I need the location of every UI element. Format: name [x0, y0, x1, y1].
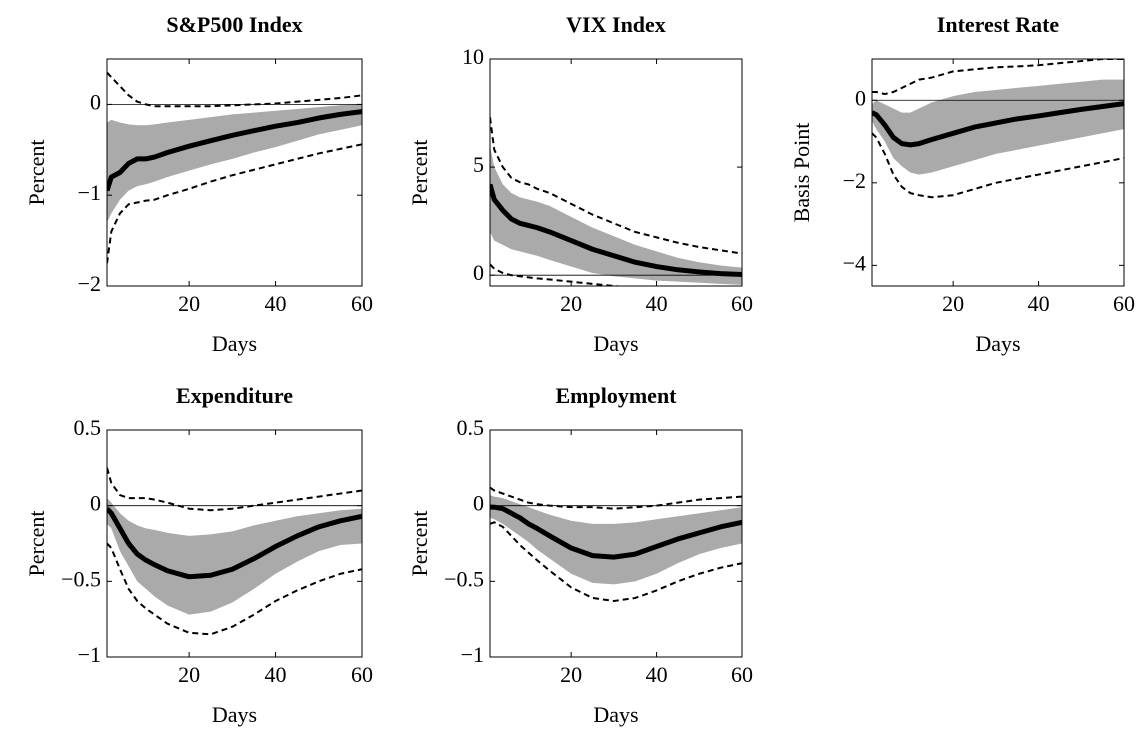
- x-tick-label: 20: [560, 291, 582, 316]
- panel-title: S&P500 Index: [166, 12, 302, 37]
- plot-area: [107, 467, 362, 636]
- x-axis-label: Days: [593, 702, 638, 727]
- y-tick-label: −1: [461, 642, 484, 667]
- x-tick-label: 40: [646, 291, 668, 316]
- error-bound-line: [107, 467, 362, 512]
- y-axis-label: Percent: [407, 140, 432, 206]
- panel: 20 40 60 −1 −0.5 0 0.5 Expenditure Days Percent: [24, 383, 373, 727]
- plot-area: [107, 71, 362, 264]
- error-bound-line: [107, 71, 362, 108]
- y-tick-label: −2: [843, 168, 866, 193]
- axis-frame: [106, 58, 363, 287]
- y-tick-label: 0.5: [457, 415, 485, 440]
- error-bound-line: [872, 132, 1124, 199]
- error-bound-line: [107, 143, 362, 264]
- y-tick-label: 5: [473, 152, 484, 177]
- axis-frame: [871, 58, 1125, 287]
- response-line: [490, 183, 742, 278]
- x-tick-label: 60: [731, 291, 753, 316]
- response-line: [107, 109, 362, 192]
- confidence-band: [107, 498, 362, 615]
- y-axis-label: Percent: [24, 140, 49, 206]
- x-tick-label: 60: [731, 662, 753, 687]
- y-tick-label: −0.5: [444, 566, 484, 591]
- panel-title: VIX Index: [566, 12, 666, 37]
- x-tick-label: 40: [265, 291, 287, 316]
- y-tick-label: 10: [462, 44, 484, 69]
- panel: 20 40 60 −4 −2 0 Interest Rate Days Basis Point: [789, 12, 1135, 356]
- y-tick-label: 0: [473, 260, 484, 285]
- x-tick-label: 60: [1113, 291, 1135, 316]
- panel: 20 40 60 0 5 10 VIX Index Days Percent: [407, 12, 753, 356]
- panel-title: Interest Rate: [937, 12, 1060, 37]
- x-tick-label: 40: [1028, 291, 1050, 316]
- y-tick-label: 0.5: [74, 415, 102, 440]
- y-tick-label: −4: [843, 250, 866, 275]
- axis-frame: [489, 429, 743, 658]
- y-tick-label: 0: [90, 89, 101, 114]
- y-tick-label: 0: [855, 85, 866, 110]
- x-tick-label: 60: [351, 291, 373, 316]
- x-axis-label: Days: [593, 331, 638, 356]
- panel: 20 40 60 −1 −0.5 0 0.5 Employment Days Percent: [407, 383, 753, 727]
- error-bound-line: [872, 59, 1124, 96]
- x-tick-label: 20: [942, 291, 964, 316]
- confidence-band: [490, 145, 742, 285]
- response-line: [107, 506, 362, 580]
- error-bound-line: [490, 117, 742, 255]
- x-tick-label: 20: [178, 662, 200, 687]
- x-tick-label: 40: [646, 662, 668, 687]
- panel: 20 40 60 −2 −1 0 S&P500 Index Days Percent: [24, 12, 373, 356]
- response-line: [872, 101, 1124, 148]
- confidence-band: [872, 79, 1124, 175]
- plot-area: [872, 59, 1124, 199]
- axis-frame: [489, 58, 743, 287]
- panel-title: Employment: [556, 383, 678, 408]
- y-tick-label: −1: [78, 180, 101, 205]
- error-bound-line: [490, 486, 742, 510]
- y-tick-label: −0.5: [61, 566, 101, 591]
- x-axis-label: Days: [975, 331, 1020, 356]
- x-axis-label: Days: [212, 702, 257, 727]
- error-bound-line: [490, 521, 742, 603]
- x-tick-label: 20: [178, 291, 200, 316]
- confidence-band: [107, 104, 362, 223]
- x-axis-label: Days: [212, 331, 257, 356]
- plot-area: [490, 486, 742, 603]
- panel-title: Expenditure: [176, 383, 293, 408]
- y-axis-label: Basis Point: [789, 123, 814, 223]
- confidence-band: [490, 495, 742, 585]
- plot-area: [490, 117, 742, 286]
- y-tick-label: 0: [473, 491, 484, 516]
- x-tick-label: 60: [351, 662, 373, 687]
- y-tick-label: −2: [78, 271, 101, 296]
- x-tick-label: 20: [560, 662, 582, 687]
- y-tick-label: −1: [78, 642, 101, 667]
- y-axis-label: Percent: [24, 511, 49, 577]
- x-tick-label: 40: [265, 662, 287, 687]
- response-line: [490, 504, 742, 560]
- y-tick-label: 0: [90, 491, 101, 516]
- y-axis-label: Percent: [407, 511, 432, 577]
- error-bound-line: [107, 542, 362, 636]
- axis-frame: [106, 429, 363, 658]
